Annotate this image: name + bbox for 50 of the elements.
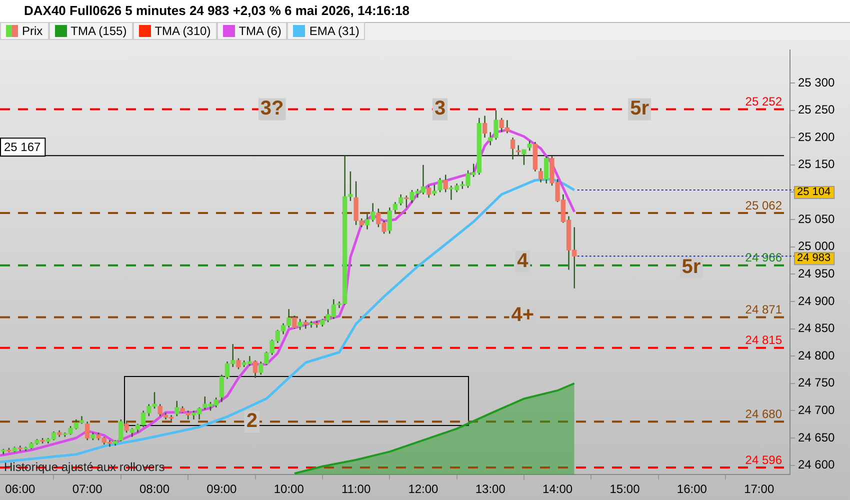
x-tick-label: 13:00 — [475, 482, 506, 496]
legend-label: TMA (6) — [238, 24, 282, 38]
ref-line-label: 25 252 — [745, 94, 782, 108]
x-tick-label: 10:00 — [274, 482, 304, 496]
y-tick-label: 24 650 — [798, 430, 836, 444]
annotation: Historique ajusté aux rollovers — [4, 460, 165, 474]
x-tick-label: 15:00 — [610, 482, 640, 496]
ref-line-label: 24 871 — [745, 302, 782, 317]
ref-line-label: 24 596 — [745, 452, 782, 467]
x-tick-label: 17:00 — [744, 482, 774, 496]
x-tick-label: 14:00 — [542, 482, 573, 496]
y-tick-label: 25 200 — [798, 130, 836, 144]
y-tick-label: 24 600 — [798, 458, 836, 472]
y-tick-label: 24 850 — [798, 321, 836, 336]
legend-label: TMA (310) — [154, 24, 211, 38]
ref-line-label: 24 966 — [745, 250, 782, 265]
x-tick-label: 08:00 — [139, 482, 170, 496]
x-tick-label: 06:00 — [5, 482, 36, 496]
annotation: 2 — [246, 410, 258, 432]
annotation: 24 983 — [797, 252, 831, 264]
x-tick-label: 07:00 — [72, 482, 103, 496]
y-tick-label: 25 250 — [798, 102, 836, 117]
annotation: 3? — [260, 98, 284, 120]
ref-line-label: 24 815 — [745, 333, 782, 348]
ref-line-label: 24 680 — [745, 406, 782, 421]
legend-label: TMA (155) — [70, 24, 127, 38]
annotation: 25 104 — [797, 186, 831, 198]
y-tick-label: 24 950 — [798, 266, 836, 280]
y-tick-label: 25 000 — [798, 239, 836, 254]
y-tick-label: 25 300 — [798, 75, 836, 90]
y-tick-label: 24 750 — [798, 376, 836, 390]
annotation: 5r — [682, 256, 701, 278]
legend-label: Prix — [22, 24, 43, 38]
chart-title: DAX40 Full0626 5 minutes 24 983 +2,03 % 6 mai 2026, 14:16:18 — [24, 3, 410, 18]
annotation: 4+ — [511, 304, 534, 326]
y-tick-label: 24 700 — [798, 403, 836, 418]
y-tick-label: 24 800 — [798, 348, 836, 362]
y-tick-label: 25 150 — [798, 157, 836, 172]
x-tick-label: 12:00 — [408, 482, 439, 496]
y-tick-label: 25 050 — [798, 212, 836, 226]
annotation: 4 — [517, 250, 530, 272]
y-tick-label: 24 900 — [798, 294, 836, 308]
annotation: 3 — [434, 98, 446, 120]
x-tick-label: 16:00 — [676, 482, 708, 496]
ref-line-label: 25 167 — [4, 140, 42, 154]
x-tick-label: 09:00 — [206, 482, 238, 496]
annotation: 5r — [630, 98, 650, 120]
x-tick-label: 11:00 — [341, 482, 371, 496]
legend-label: EMA (31) — [309, 24, 360, 38]
ref-line-label: 25 062 — [745, 198, 782, 212]
